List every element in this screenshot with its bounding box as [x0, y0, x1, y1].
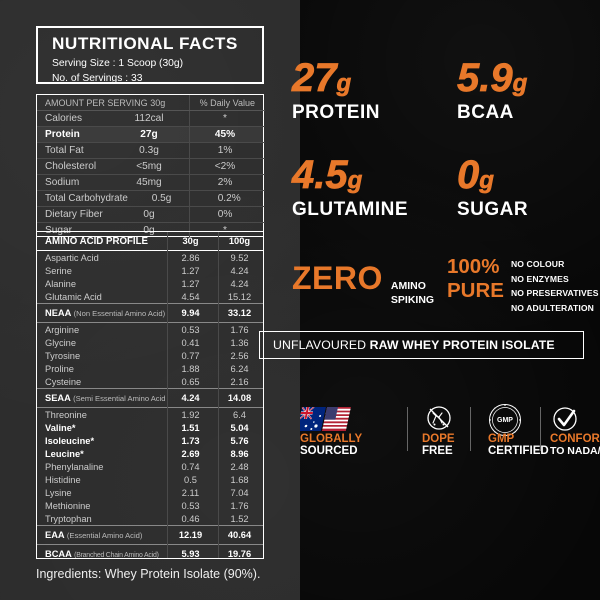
svg-text:GMP: GMP [497, 417, 513, 424]
